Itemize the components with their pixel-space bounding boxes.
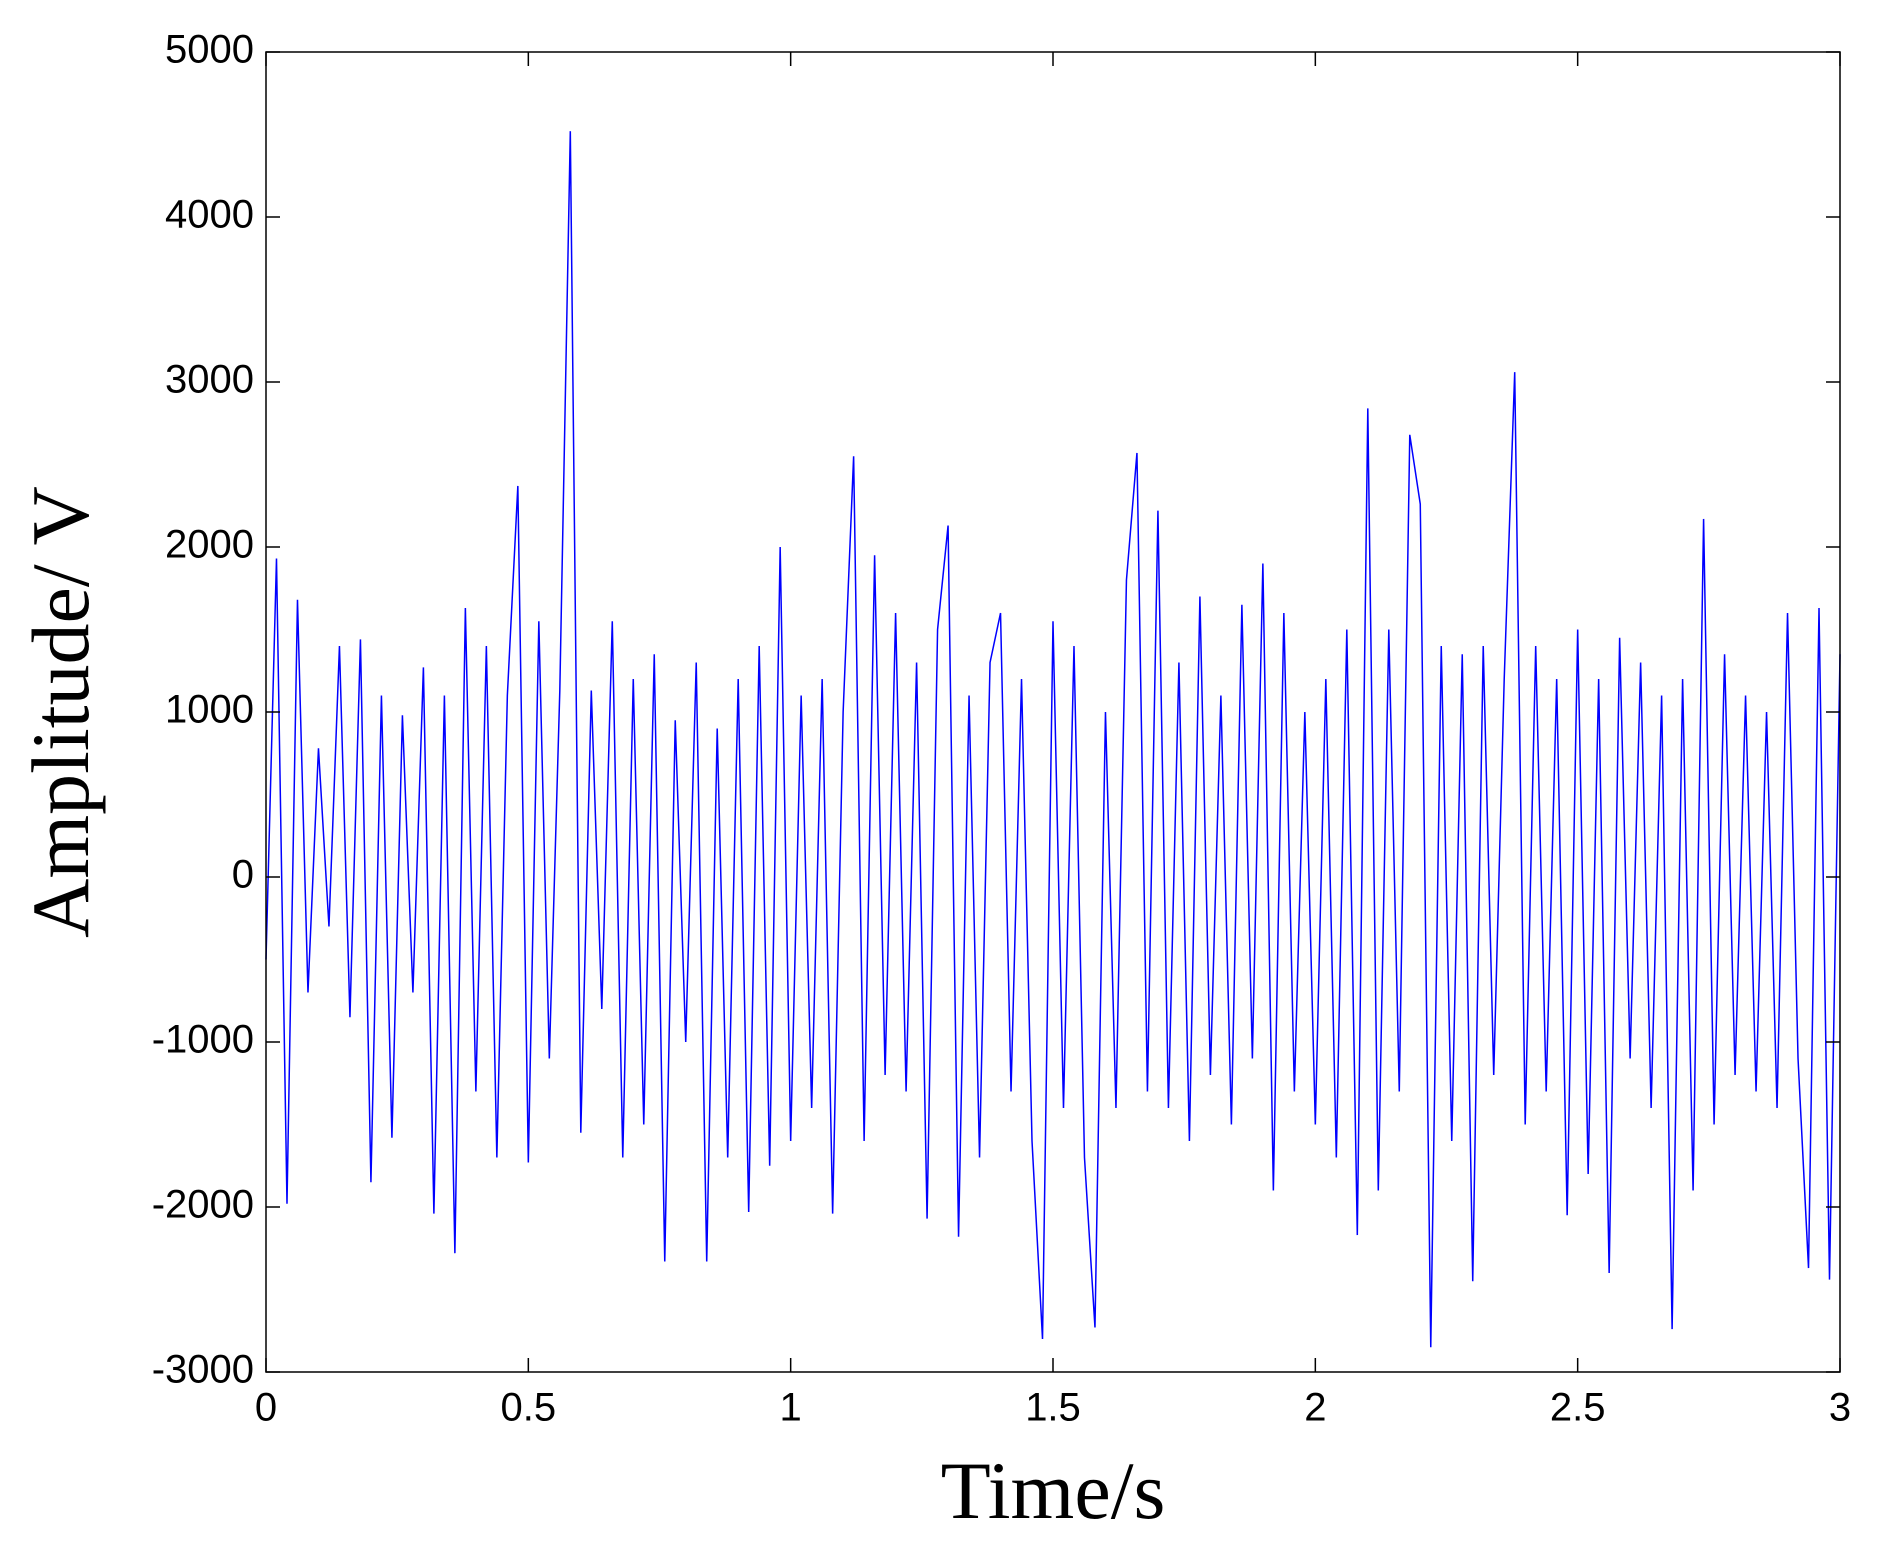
x-tick-label: 3 xyxy=(1829,1386,1851,1430)
y-tick-label: 1000 xyxy=(165,688,254,732)
y-tick-label: -1000 xyxy=(152,1018,254,1062)
y-tick-label: 5000 xyxy=(165,28,254,72)
plot-frame xyxy=(265,51,1841,1373)
signal-line xyxy=(265,131,1841,1348)
y-tick-label: 0 xyxy=(232,853,254,897)
y-axis-title: Amplitude/ V xyxy=(15,486,106,938)
x-axis-title: Time/s xyxy=(941,1445,1166,1536)
x-tick-label: 1.5 xyxy=(1025,1386,1081,1430)
x-tick-label: 2.5 xyxy=(1550,1386,1606,1430)
y-tick-label: -2000 xyxy=(152,1183,254,1227)
y-tick-label: 4000 xyxy=(165,193,254,237)
y-tick-label: 2000 xyxy=(165,523,254,567)
x-tick-label: 0.5 xyxy=(501,1386,557,1430)
x-tick-label: 0 xyxy=(255,1386,277,1430)
x-tick-label: 2 xyxy=(1304,1386,1326,1430)
y-tick-label: -3000 xyxy=(152,1348,254,1392)
x-tick-label: 1 xyxy=(780,1386,802,1430)
y-tick-label: 3000 xyxy=(165,358,254,402)
